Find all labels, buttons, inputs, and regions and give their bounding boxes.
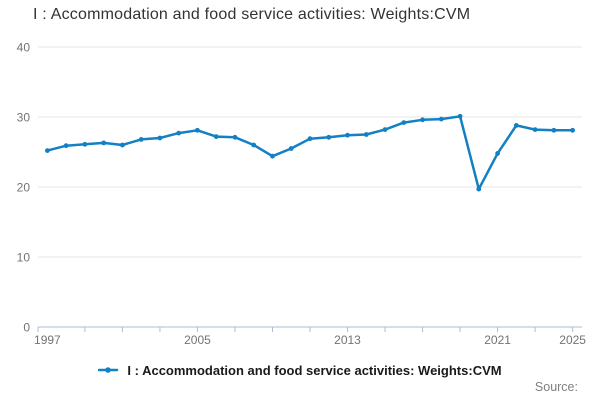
x-axis-label: 2025 [559,333,586,347]
data-point-marker[interactable] [232,134,238,140]
data-point-marker[interactable] [551,127,557,133]
data-point-marker[interactable] [288,146,294,151]
data-point-marker[interactable] [45,148,50,154]
data-point-marker[interactable] [157,135,163,141]
plot-area: 0 10 20 30 40 1997 2005 2013 2021 2025 [17,41,587,348]
data-point-marker[interactable] [213,134,219,140]
data-point-marker[interactable] [401,120,407,125]
source-label: Source: [534,380,578,394]
legend-dot [105,367,112,373]
data-point-marker[interactable] [495,151,500,156]
x-axis-label: 2013 [334,333,361,347]
data-point-marker[interactable] [382,127,388,132]
y-axis-label: 0 [23,321,30,335]
x-axis-label: 1997 [34,333,61,347]
data-point-marker[interactable] [420,117,425,123]
y-axis-label: 10 [17,251,31,265]
data-point-marker[interactable] [345,132,350,138]
data-point-marker[interactable] [101,140,107,146]
legend-item[interactable]: I : Accommodation and food service activ… [0,361,600,379]
series-line[interactable] [46,115,574,191]
data-point-marker[interactable] [438,116,444,122]
data-point-marker[interactable] [176,130,182,136]
data-point-marker[interactable] [326,134,332,140]
data-point-marker[interactable] [195,127,200,133]
data-point-marker[interactable] [63,143,69,149]
legend-label: I : Accommodation and food service activ… [127,362,502,378]
data-point-marker[interactable] [513,123,519,128]
y-axis-label: 20 [17,181,31,195]
legend-series-marker-icon [98,367,119,373]
data-point-marker[interactable] [476,186,482,192]
data-point-marker[interactable] [120,142,125,148]
data-point-marker[interactable] [82,141,88,147]
x-axis-label: 2005 [184,333,211,347]
data-point-marker[interactable] [532,127,538,132]
data-point-marker[interactable] [363,132,369,137]
y-axis-label: 40 [17,41,31,55]
chart-title: I : Accommodation and food service activ… [33,6,471,23]
data-point-marker[interactable] [307,136,313,142]
data-point-marker[interactable] [457,113,463,119]
data-point-marker[interactable] [570,127,575,133]
y-axis-label: 30 [17,111,31,125]
data-point-marker[interactable] [138,137,144,142]
x-axis-label: 2021 [484,333,511,347]
data-point-marker[interactable] [270,153,275,159]
data-point-marker[interactable] [251,142,257,148]
